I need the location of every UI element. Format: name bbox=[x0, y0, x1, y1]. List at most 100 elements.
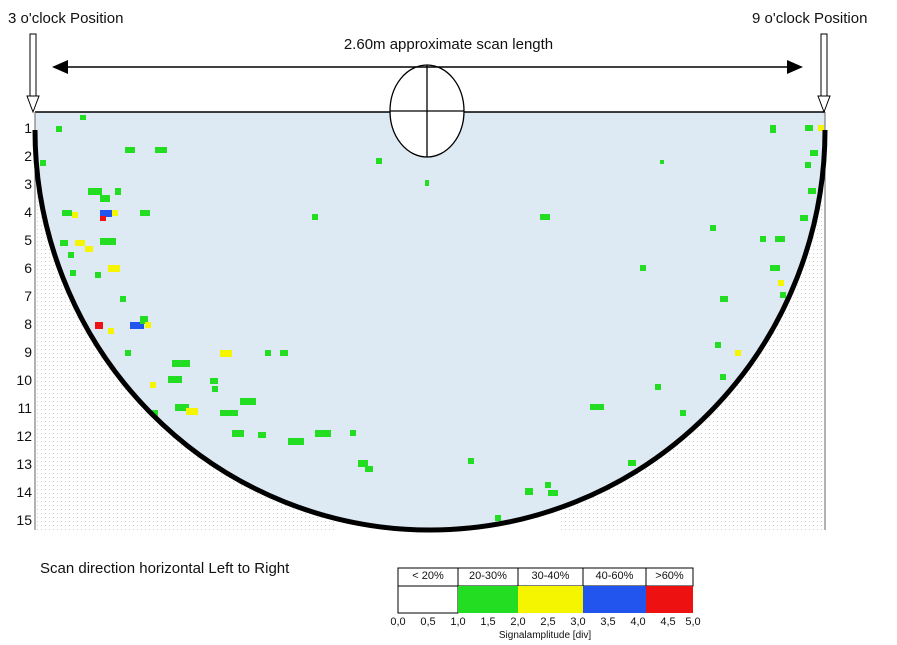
signal-hit-green bbox=[232, 430, 244, 437]
signal-hit-red bbox=[95, 322, 103, 329]
signal-hit-green bbox=[120, 296, 126, 302]
signal-hit-blue bbox=[100, 210, 112, 217]
legend-label-gt60: >60% bbox=[655, 570, 684, 582]
legend-label-20-30: 20-30% bbox=[469, 570, 507, 582]
legend-tick: 0,5 bbox=[420, 616, 436, 628]
signal-hit-green bbox=[780, 292, 786, 298]
signal-hit-green bbox=[540, 214, 550, 220]
legend-swatch-gt60 bbox=[646, 586, 693, 613]
signal-hit-green bbox=[548, 490, 558, 496]
signal-hit-green bbox=[240, 398, 256, 405]
signal-hit-green bbox=[70, 270, 76, 276]
signal-hit-green bbox=[175, 404, 189, 411]
signal-hit-green bbox=[800, 215, 808, 221]
signal-hit-green bbox=[640, 265, 646, 271]
signal-hit-green bbox=[56, 126, 62, 132]
signal-hit-yellow bbox=[108, 328, 114, 334]
legend-swatch-30-40 bbox=[518, 586, 583, 613]
row-number: 5 bbox=[24, 232, 32, 248]
legend-axis-title: Signalamplitude [div] bbox=[498, 630, 592, 641]
signal-hit-green bbox=[365, 466, 373, 472]
signal-hit-green bbox=[495, 515, 501, 521]
signal-hit-green bbox=[100, 195, 110, 202]
row-number: 15 bbox=[16, 512, 32, 528]
signal-hit-yellow bbox=[145, 322, 151, 328]
signal-hit-yellow bbox=[75, 240, 85, 246]
signal-hit-green bbox=[720, 296, 728, 302]
signal-hit-green bbox=[140, 210, 150, 216]
signal-hit-green bbox=[140, 316, 148, 324]
signal-hit-green bbox=[590, 404, 604, 410]
signal-hit-green bbox=[210, 378, 218, 384]
signal-hit-green bbox=[60, 240, 68, 246]
row-number: 9 bbox=[24, 344, 32, 360]
row-number: 12 bbox=[16, 428, 32, 444]
signal-hits bbox=[40, 115, 824, 521]
signal-hit-yellow bbox=[735, 350, 741, 356]
scan-direction-caption: Scan direction horizontal Left to Right bbox=[40, 560, 290, 577]
legend-label-lt20: < 20% bbox=[412, 570, 444, 582]
signal-hit-green bbox=[628, 460, 636, 466]
signal-hit-green bbox=[68, 252, 74, 258]
legend-tick: 1,5 bbox=[480, 616, 496, 628]
signal-hit-green bbox=[265, 350, 271, 356]
signal-hit-green bbox=[376, 158, 382, 164]
signal-hit-green bbox=[680, 410, 686, 416]
signal-hit-yellow bbox=[108, 265, 120, 272]
signal-hit-green bbox=[315, 430, 331, 437]
signal-hit-green bbox=[172, 360, 190, 367]
legend-swatch-40-60 bbox=[583, 586, 646, 613]
row-number: 1 bbox=[24, 120, 32, 136]
signal-hit-green bbox=[425, 180, 429, 186]
row-number: 10 bbox=[16, 372, 32, 388]
legend-tick: 4,0 bbox=[630, 616, 646, 628]
signal-hit-green bbox=[100, 238, 116, 245]
hull-arc bbox=[32, 129, 828, 533]
signal-hit-green bbox=[770, 265, 780, 271]
signal-hit-green bbox=[258, 432, 266, 438]
signal-hit-yellow bbox=[778, 280, 784, 286]
row-number: 4 bbox=[24, 204, 32, 220]
legend-label-30-40: 30-40% bbox=[531, 570, 570, 582]
legend-label-40-60: 40-60% bbox=[595, 570, 634, 582]
signal-hit-green bbox=[525, 488, 533, 495]
legend-swatch-20-30 bbox=[458, 586, 518, 613]
signal-hit-green bbox=[545, 482, 551, 488]
signal-hit-blue bbox=[130, 322, 144, 329]
signal-hit-green bbox=[40, 160, 46, 166]
legend-tick: 2,0 bbox=[510, 616, 526, 628]
signal-hit-green bbox=[468, 458, 474, 464]
signal-hit-green bbox=[220, 410, 238, 416]
signal-hit-yellow bbox=[220, 350, 232, 357]
row-number: 11 bbox=[17, 400, 32, 416]
legend-tick: 2,5 bbox=[540, 616, 556, 628]
signal-hit-green bbox=[805, 125, 813, 131]
right-position-arrow bbox=[817, 33, 831, 114]
row-number: 2 bbox=[24, 148, 32, 164]
signal-hit-yellow bbox=[72, 212, 78, 218]
signal-hit-green bbox=[775, 236, 785, 242]
signal-hit-green bbox=[805, 162, 811, 168]
signal-hit-green bbox=[655, 384, 661, 390]
pipe-section-icon bbox=[389, 64, 465, 158]
signal-hit-yellow bbox=[112, 210, 118, 216]
legend-tick: 4,5 bbox=[660, 616, 676, 628]
signal-hit-green bbox=[168, 376, 182, 383]
signal-hit-red bbox=[100, 216, 106, 221]
legend-swatch-lt20 bbox=[397, 585, 459, 614]
scan-length-label: 2.60m approximate scan length bbox=[343, 36, 554, 53]
signal-hit-green bbox=[720, 374, 726, 380]
legend-tick: 0,0 bbox=[390, 616, 406, 628]
signal-hit-green bbox=[760, 236, 766, 242]
signal-hit-green bbox=[350, 430, 356, 436]
signal-hit-green bbox=[715, 342, 721, 348]
signal-hit-green bbox=[808, 188, 816, 194]
signal-hit-yellow bbox=[150, 382, 156, 388]
signal-hit-green bbox=[115, 188, 121, 195]
legend-tick: 5,0 bbox=[685, 616, 701, 628]
signal-hit-green bbox=[770, 125, 776, 133]
legend-tick: 3,0 bbox=[570, 616, 586, 628]
signal-hit-green bbox=[125, 350, 131, 356]
signal-hit-green bbox=[660, 160, 664, 164]
